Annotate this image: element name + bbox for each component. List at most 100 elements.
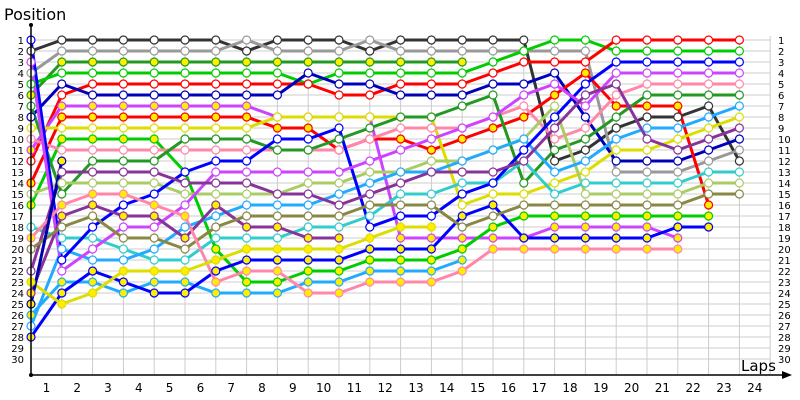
y-tick-label-left: 1 (18, 36, 24, 47)
series-16-point-lap-13 (426, 244, 436, 254)
series-3-point-lap-2 (87, 68, 98, 78)
series-15-point-lap-9 (303, 200, 313, 210)
series-1-point-lap-9 (303, 46, 313, 56)
series-4-point-lap-14 (457, 79, 467, 89)
series-23-point-lap-9 (303, 244, 313, 254)
series-4-point-lap-3 (118, 79, 129, 89)
series-6-point-lap-18 (580, 222, 591, 232)
series-13-point-lap-6 (211, 233, 221, 243)
series-5-point-lap-8 (272, 90, 282, 100)
series-1-point-lap-15 (488, 46, 498, 56)
series-10-point-lap-23 (734, 79, 745, 89)
series-2-point-lap-10 (334, 57, 344, 67)
series-11-point-lap-13 (426, 112, 436, 122)
series-1-point-lap-14 (457, 46, 467, 56)
series-6-point-lap-13 (426, 233, 436, 243)
series-19-point-lap-22 (703, 134, 714, 144)
series-21-point-lap-12 (396, 200, 406, 210)
series-3-point-lap-20 (642, 46, 652, 56)
series-11-point-lap-12 (396, 112, 406, 122)
series-17-point-lap-10 (334, 123, 344, 133)
series-20-point-lap-2 (87, 200, 98, 210)
series-6-point-lap-12 (396, 233, 406, 243)
y-tick-label-right: 29 (778, 344, 791, 355)
series-23-point-lap-8 (272, 244, 282, 254)
series-20-point-lap-3 (118, 211, 129, 221)
series-19-point-lap-20 (642, 134, 652, 144)
series-4-point-lap-13 (426, 79, 436, 89)
series-4-point-lap-16 (519, 57, 529, 67)
series-10-point-lap-19 (611, 90, 621, 100)
series-3-point-lap-7 (242, 68, 252, 78)
series-6-point-lap-17 (549, 222, 560, 232)
series-4-point-lap-18 (580, 57, 591, 67)
series-21-point-lap-6 (211, 222, 221, 232)
series-1-point-lap-23 (734, 145, 745, 155)
series-5-point-lap-4 (149, 90, 159, 100)
series-2-point-lap-2 (87, 57, 98, 67)
series-19-point-lap-23 (734, 123, 745, 133)
series-20-point-lap-9 (303, 233, 313, 243)
y-tick-label-right: 6 (778, 91, 784, 102)
y-tick-label-left: 30 (11, 355, 24, 366)
series-12-point-lap-13 (426, 156, 436, 166)
series-2-point-lap-5 (180, 57, 190, 67)
series-21-point-lap-7 (242, 211, 252, 221)
series-21-point-lap-2 (87, 211, 98, 221)
y-tick-label-left: 14 (11, 179, 24, 190)
series-0-point-lap-16 (519, 35, 529, 45)
y-tick-label-right: 19 (778, 234, 791, 245)
series-22-point-lap-15 (488, 244, 498, 254)
series-12-point-lap-9 (303, 178, 313, 188)
series-24-point-lap-1 (57, 156, 67, 166)
y-tick-label-right: 13 (778, 168, 791, 179)
series-15-point-lap-11 (365, 178, 375, 188)
series-18-point-lap-6 (211, 167, 221, 177)
series-12-point-lap-20 (642, 189, 652, 199)
y-tick-label-right: 24 (778, 289, 791, 300)
y-tick-label-left: 3 (18, 58, 24, 69)
series-1-point-lap-3 (118, 46, 129, 56)
series-15-point-lap-4 (149, 244, 159, 254)
series-16-point-lap-1 (57, 288, 67, 298)
series-11-point-lap-20 (642, 90, 652, 100)
series-5-point-lap-10 (334, 79, 344, 89)
series-11-point-lap-10 (334, 134, 344, 144)
x-tick-label: 21 (655, 381, 670, 395)
series-3-point-lap-1 (57, 68, 67, 78)
series-10-point-lap-3 (118, 145, 129, 155)
series-8-point-lap-10 (334, 112, 344, 122)
series-15-point-lap-17 (549, 167, 560, 177)
series-15-point-lap-14 (457, 156, 467, 166)
x-tick-label: 9 (289, 381, 297, 395)
series-6-point-lap-15 (488, 233, 498, 243)
series-2-point-lap-7 (242, 57, 252, 67)
series-0-point-lap-3 (118, 35, 129, 45)
series-1-point-lap-1 (57, 46, 67, 56)
series-3-point-lap-5 (180, 68, 190, 78)
series-15-point-lap-3 (118, 255, 129, 265)
series-14-point-lap-14 (457, 255, 467, 265)
y-tick-label-right: 14 (778, 179, 791, 190)
series-14-point-lap-7 (242, 288, 252, 298)
series-17-point-lap-1 (57, 255, 67, 265)
series-0-point-lap-7 (242, 46, 252, 56)
series-12-point-lap-7 (242, 189, 252, 199)
series-line-24 (29, 160, 64, 305)
series-22-point-lap-17 (549, 244, 560, 254)
series-11-point-lap-1 (57, 189, 67, 199)
series-12-point-lap-3 (118, 178, 129, 188)
x-tick-label: 22 (686, 381, 701, 395)
series-11-point-lap-3 (118, 156, 129, 166)
series-1-point-lap-10 (334, 46, 344, 56)
series-8-point-lap-6 (211, 123, 221, 133)
series-12-point-lap-11 (365, 167, 375, 177)
series-0-point-lap-23 (734, 156, 745, 166)
series-11-point-lap-4 (149, 156, 159, 166)
series-9-point-lap-10 (334, 266, 344, 276)
series-1-point-lap-13 (426, 46, 436, 56)
series-8-point-lap-7 (242, 123, 252, 133)
series-18-point-lap-10 (334, 167, 344, 177)
series-13-point-lap-2 (87, 233, 98, 243)
